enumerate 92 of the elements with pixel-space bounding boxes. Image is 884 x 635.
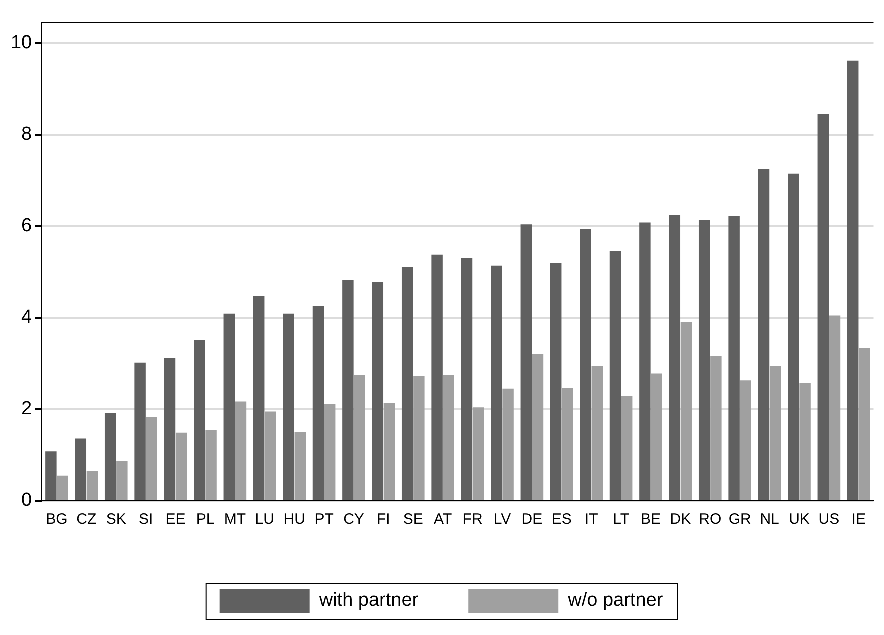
bar xyxy=(621,396,633,500)
bar xyxy=(758,169,770,500)
x-tick-label: FR xyxy=(462,511,483,528)
bar xyxy=(680,322,692,500)
bar xyxy=(740,380,752,500)
x-tick-label: SI xyxy=(138,511,154,528)
x-tick-label: DK xyxy=(670,511,692,528)
bar xyxy=(432,254,443,500)
x-tick-label: US xyxy=(818,511,840,528)
bar xyxy=(265,412,276,500)
x-tick-label: LU xyxy=(255,511,274,528)
x-tick-label: IT xyxy=(584,511,598,528)
bar xyxy=(550,264,562,500)
legend-label: with partner xyxy=(318,590,420,612)
x-tick-label: DE xyxy=(522,511,543,528)
bar xyxy=(788,174,800,500)
bar xyxy=(580,229,592,500)
bar xyxy=(532,354,544,500)
bar xyxy=(134,362,146,500)
y-tick-label: 0 xyxy=(22,490,32,512)
bar xyxy=(443,375,454,500)
bar xyxy=(283,314,294,500)
x-tick-label: EE xyxy=(166,511,186,528)
bar xyxy=(194,340,206,500)
x-tick-label: LT xyxy=(613,511,630,528)
bar xyxy=(384,403,396,500)
bar xyxy=(57,476,68,500)
bar xyxy=(710,356,722,500)
bar xyxy=(669,215,681,500)
bar xyxy=(640,222,651,500)
bar xyxy=(354,375,366,500)
x-tick-label: UK xyxy=(789,511,810,528)
legend-label: w/o partner xyxy=(567,590,664,612)
bar xyxy=(312,306,324,500)
bar xyxy=(651,374,662,500)
bar xyxy=(818,114,830,500)
bar xyxy=(728,216,740,500)
bar xyxy=(86,471,98,500)
bar xyxy=(829,316,841,500)
y-tick-label: 4 xyxy=(22,307,33,328)
x-tick-label: SE xyxy=(403,511,424,528)
x-tick-label: FI xyxy=(377,511,390,528)
x-tick-label: RO xyxy=(699,511,722,528)
bar xyxy=(698,220,710,500)
bar xyxy=(562,388,574,500)
bar xyxy=(402,267,414,500)
x-tick-label: MT xyxy=(224,511,246,528)
x-tick-label: PL xyxy=(196,511,215,528)
bar xyxy=(592,366,603,500)
bar xyxy=(206,430,217,500)
x-tick-label: IE xyxy=(852,511,866,528)
bar xyxy=(859,348,870,500)
bar xyxy=(472,408,484,500)
x-tick-label: GR xyxy=(728,511,752,528)
bar xyxy=(116,461,128,500)
bar xyxy=(224,314,236,500)
y-tick-label: 10 xyxy=(10,32,32,54)
bar xyxy=(414,376,425,500)
x-tick-label: SK xyxy=(106,511,126,528)
x-tick-label: CZ xyxy=(76,511,97,528)
y-tick-label: 8 xyxy=(22,124,32,146)
bar xyxy=(104,413,116,500)
y-tick-label: 2 xyxy=(22,398,32,420)
bar xyxy=(46,452,57,500)
bar xyxy=(502,388,514,500)
x-tick-label: PT xyxy=(314,511,334,528)
x-tick-label: LV xyxy=(494,511,512,528)
bar xyxy=(235,402,247,500)
x-tick-label: BG xyxy=(46,511,68,528)
x-tick-label: HU xyxy=(284,511,306,528)
x-tick-label: ES xyxy=(552,511,572,528)
bar xyxy=(164,358,176,500)
bar xyxy=(294,432,306,500)
bar xyxy=(491,266,502,500)
x-tick-label: AT xyxy=(434,511,452,528)
bar xyxy=(253,296,265,500)
bar xyxy=(324,404,336,500)
bar xyxy=(372,282,384,500)
bar xyxy=(75,438,87,500)
bar xyxy=(610,251,622,500)
bar xyxy=(520,224,532,500)
x-tick-label: CY xyxy=(344,511,364,528)
bar xyxy=(800,382,811,500)
y-tick-label: 6 xyxy=(22,216,32,237)
x-tick-label: NL xyxy=(760,511,780,528)
bar xyxy=(176,432,188,500)
bar xyxy=(770,366,782,500)
bar xyxy=(461,258,473,500)
bar xyxy=(342,280,354,500)
bar xyxy=(146,417,158,500)
bar xyxy=(847,60,859,500)
x-tick-label: BE xyxy=(640,511,661,528)
